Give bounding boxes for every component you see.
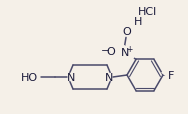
- Text: HCl: HCl: [138, 7, 158, 17]
- Text: +: +: [126, 45, 132, 53]
- Text: H: H: [134, 17, 142, 27]
- Text: N: N: [105, 72, 113, 82]
- Text: O: O: [123, 27, 131, 37]
- Text: O: O: [107, 47, 115, 57]
- Text: −: −: [101, 46, 109, 56]
- Text: N: N: [121, 48, 129, 58]
- Text: HO: HO: [20, 72, 38, 82]
- Text: F: F: [168, 70, 174, 80]
- Text: N: N: [67, 72, 75, 82]
